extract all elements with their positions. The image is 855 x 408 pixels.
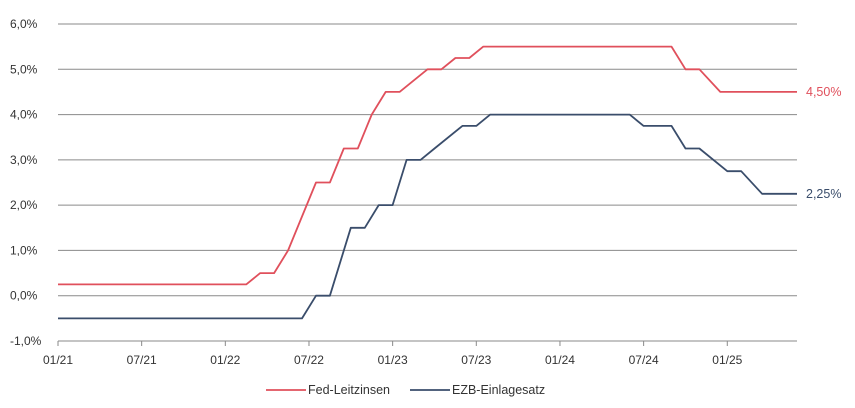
end-value-label: 4,50% bbox=[806, 85, 841, 99]
y-tick-label: 2,0% bbox=[10, 198, 38, 212]
x-tick-label: 01/22 bbox=[210, 353, 240, 367]
y-tick-label: -1,0% bbox=[10, 334, 42, 348]
x-tick-label: 07/22 bbox=[294, 353, 324, 367]
series-lines bbox=[58, 45, 797, 320]
end-value-label: 2,25% bbox=[806, 187, 841, 201]
gridlines bbox=[58, 23, 797, 342]
x-tick-label: 07/21 bbox=[127, 353, 157, 367]
series-line-ezb bbox=[58, 113, 797, 320]
legend: Fed-Leitzinsen EZB-Einlagesatz bbox=[266, 383, 545, 397]
x-tick-label: 01/24 bbox=[545, 353, 575, 367]
x-tick-label: 01/23 bbox=[378, 353, 408, 367]
y-tick-label: 1,0% bbox=[10, 243, 38, 257]
y-tick-label: 0,0% bbox=[10, 289, 38, 303]
series-line-fed bbox=[58, 45, 797, 286]
y-tick-label: 4,0% bbox=[10, 108, 38, 122]
y-tick-label: 3,0% bbox=[10, 153, 38, 167]
series-end-labels: 4,50% 2,25% bbox=[806, 85, 841, 201]
x-tick-label: 01/25 bbox=[712, 353, 742, 367]
x-axis-ticks: 01/21 07/21 01/22 07/22 01/23 07/23 01/24 07/24… bbox=[43, 341, 743, 367]
legend-label: Fed-Leitzinsen bbox=[308, 383, 390, 397]
x-tick-label: 07/23 bbox=[461, 353, 491, 367]
legend-label: EZB-Einlagesatz bbox=[452, 383, 545, 397]
x-tick-label: 01/21 bbox=[43, 353, 73, 367]
y-axis-ticks: 6,0% 5,0% 4,0% 3,0% 2,0% 1,0% 0,0% -1,0% bbox=[10, 17, 42, 348]
x-tick-label: 07/24 bbox=[629, 353, 659, 367]
y-tick-label: 5,0% bbox=[10, 62, 38, 76]
y-tick-label: 6,0% bbox=[10, 17, 38, 31]
